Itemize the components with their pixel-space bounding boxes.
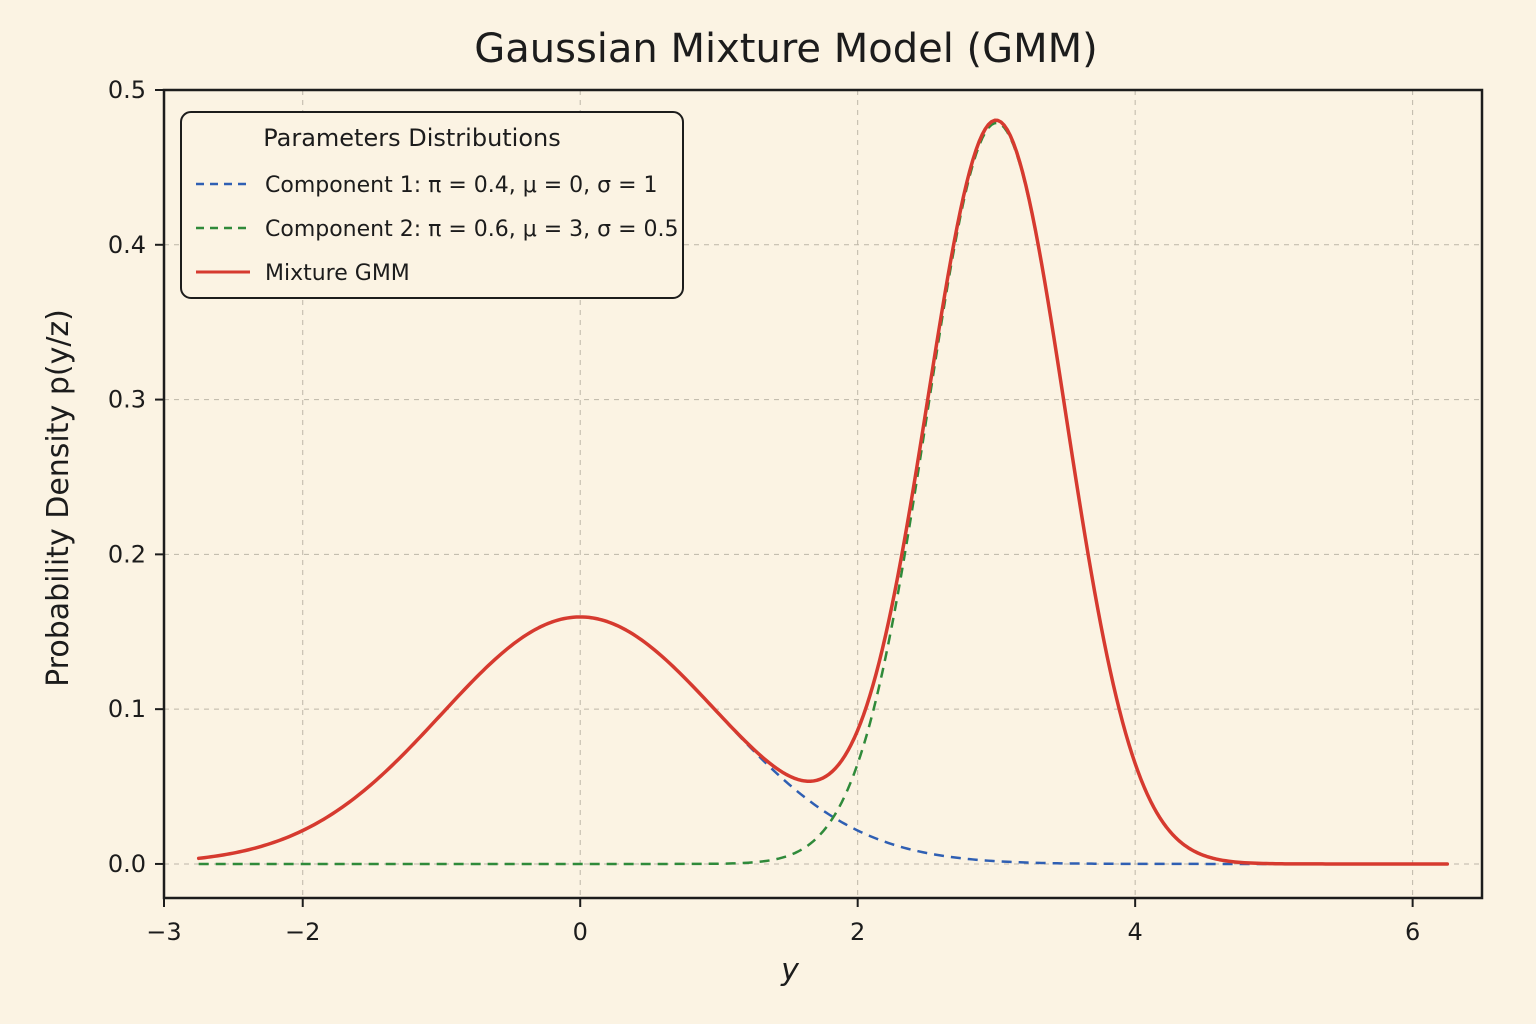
y-tick-label: 0.0 — [108, 850, 146, 878]
chart-title: Gaussian Mixture Model (GMM) — [474, 26, 1098, 72]
legend: Parameters Distributions Component 1: π … — [180, 111, 684, 299]
y-axis-label: Probability Density p(y/z) — [41, 309, 76, 687]
x-tick-label: −3 — [146, 918, 181, 946]
y-tick-label: 0.5 — [108, 76, 146, 104]
series-layer — [196, 118, 1450, 866]
legend-label-mixture: Mixture GMM — [265, 261, 410, 286]
legend-box — [180, 111, 684, 299]
plot-frame — [162, 88, 1484, 900]
y-ticks: 0.0 0.1 0.2 0.3 0.4 0.5 — [108, 76, 164, 878]
x-tick-label: −2 — [285, 918, 320, 946]
y-tick-label: 0.3 — [108, 386, 146, 414]
legend-title: Parameters Distributions — [263, 124, 561, 152]
series-line-component-1 — [198, 615, 1448, 866]
x-tick-label: 6 — [1405, 918, 1420, 946]
x-tick-label: 2 — [850, 918, 865, 946]
x-tick-label: 4 — [1128, 918, 1143, 946]
y-tick-label: 0.4 — [108, 231, 146, 259]
x-axis-label: y — [780, 953, 800, 988]
y-tick-label: 0.2 — [108, 540, 146, 568]
legend-label-component-2: Component 2: π = 0.6, μ = 3, σ = 0.5 — [265, 217, 679, 242]
x-tick-label: 0 — [573, 918, 588, 946]
series-line-mixture — [196, 118, 1450, 866]
x-ticks: −3 −2 0 2 4 6 — [146, 898, 1420, 946]
legend-label-component-1: Component 1: π = 0.4, μ = 0, σ = 1 — [265, 173, 658, 198]
y-tick-label: 0.1 — [108, 695, 146, 723]
